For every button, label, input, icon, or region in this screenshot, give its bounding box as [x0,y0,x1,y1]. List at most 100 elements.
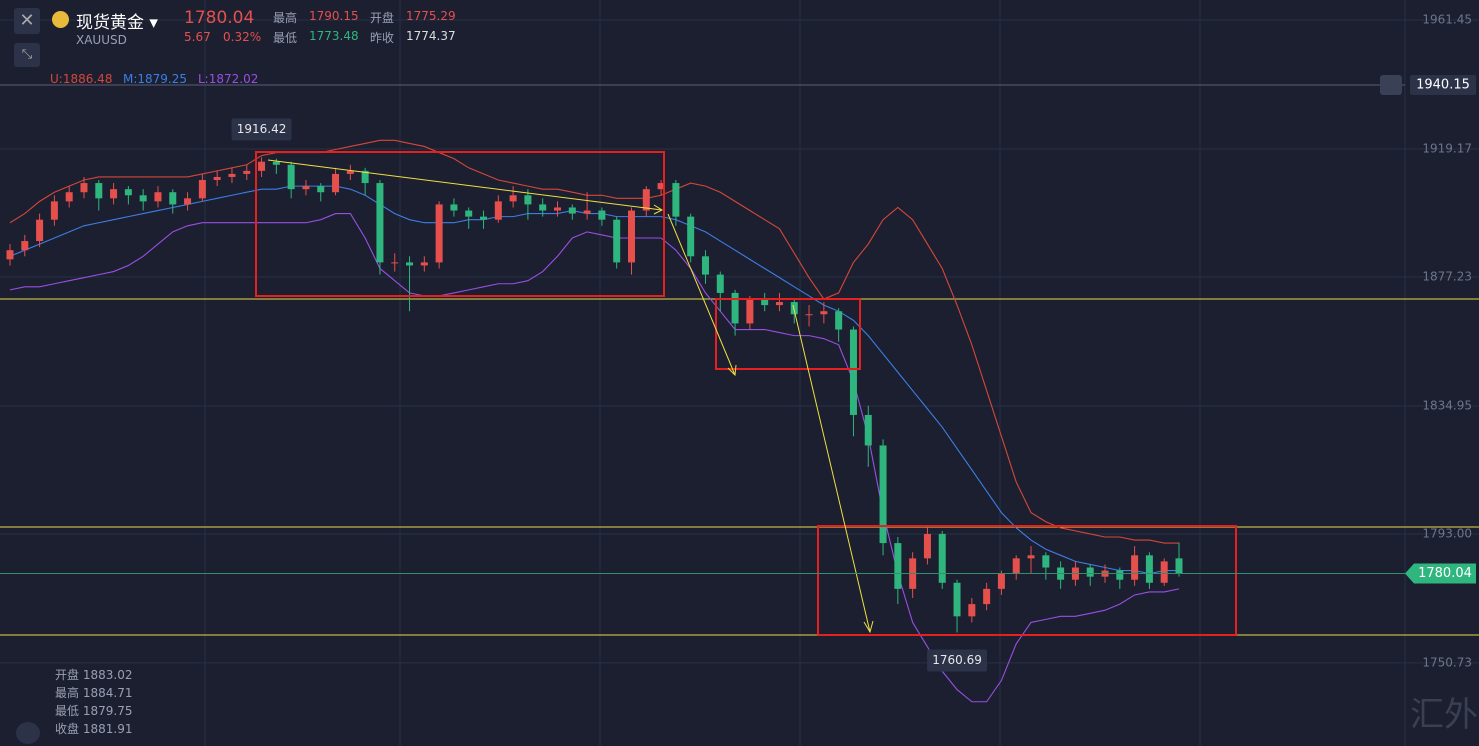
candle-body [420,262,428,266]
candle-body [835,311,843,330]
candle-body [1160,561,1168,583]
candle-body [376,183,384,263]
price: 1780.04 [184,8,255,28]
change-pct: 0.32% [223,30,262,44]
change: 5.67 [184,30,211,44]
candle-body [494,201,502,220]
candle-body [36,219,44,242]
alert-tag [1410,74,1476,95]
candle-body [953,582,961,617]
stat-label: 开盘 [370,11,395,25]
support-lines [0,298,1479,636]
candle-body [524,195,532,205]
candle-body [272,161,280,165]
candle-body [687,216,695,257]
candle-body [983,588,991,605]
name: 现货黄金 [76,13,144,33]
candle-body [746,299,754,324]
info-value: 1879.75 [82,704,133,718]
candle-body [731,292,739,324]
candle-body [938,533,946,583]
candle-body [110,189,118,199]
legend-upper: U:1886.48 [50,72,113,86]
min-label-box [927,649,988,672]
min-label: 1760.69 [932,653,982,667]
info-label: 最低 [55,704,80,718]
candle-body [968,604,976,617]
symbol: XAUUSD [76,33,127,47]
alert-bell [1380,74,1402,95]
candle-body [1175,558,1183,574]
candle-body [465,210,473,217]
candle-body [302,186,310,190]
candle-body [879,445,887,544]
candle-body [598,210,606,220]
candle-body [391,262,399,264]
instrument-name[interactable]: 现货黄金 ▾ [76,13,158,33]
candle-body [1012,558,1020,574]
legend-lower: L:1872.02 [198,72,259,86]
candle-body [139,195,147,202]
y-tick-label: 1919.17 [1422,141,1472,155]
y-tick-label: 1834.95 [1422,398,1472,412]
stat-label: 最低 [273,31,298,45]
stat-value: 1774.37 [406,29,456,43]
candle-body [435,204,443,263]
candle-body [6,250,14,260]
candle-body [480,216,488,220]
collapse-button[interactable]: ⤡ [14,43,40,67]
candle-body [169,192,177,205]
candle-body [1042,555,1050,568]
candle-body [213,176,221,181]
candle-body [583,210,591,214]
candle-body [539,204,547,211]
candle-body [657,183,665,190]
info-label: 收盘 [55,722,80,736]
stat-value: 1790.15 [309,9,359,23]
candle-body [1131,555,1139,580]
candle-body [95,183,103,199]
candle-body [761,299,769,306]
gold-icon [52,11,69,28]
stat-value: 1773.48 [309,29,359,43]
candle-body [361,170,369,184]
candle-body [1027,555,1035,559]
stat-label: 最高 [273,11,298,25]
y-tick-label: 1877.23 [1422,269,1472,283]
candle-body [258,161,266,171]
candle-body [627,210,635,263]
candle-body [124,189,132,196]
candle-body [568,207,576,214]
info-value: 1883.02 [82,668,133,682]
candle-body [198,180,206,199]
max-label-box [231,118,292,141]
boxes [255,151,1237,636]
info-row: 最高 1884.71 [55,684,132,702]
candle-body [805,314,813,316]
candle-body [820,311,828,315]
info-value: 1884.71 [82,686,133,700]
band-line [9,213,1180,703]
tool-button[interactable] [16,722,40,744]
watermark: 汇外网 [1410,696,1479,734]
arrows [267,159,874,634]
candle-body [317,186,325,193]
candle-body [184,198,192,205]
info-row: 收盘 1881.91 [55,720,132,738]
legend-middle: M:1879.25 [123,72,188,86]
candle-body [923,533,931,559]
candle-body [894,543,902,589]
stat-label: 昨收 [370,31,395,45]
candle-body [554,207,562,211]
candle-body [701,256,709,275]
candle-body [642,189,650,211]
info-row: 最低 1879.75 [55,702,132,720]
close-button[interactable]: ✕ [14,8,40,34]
stat-value: 1775.29 [406,9,456,23]
candle-body [50,201,58,220]
candle-body [775,302,783,306]
candle-body [509,195,517,202]
candle-body [849,329,857,415]
candle-body [1145,555,1153,583]
